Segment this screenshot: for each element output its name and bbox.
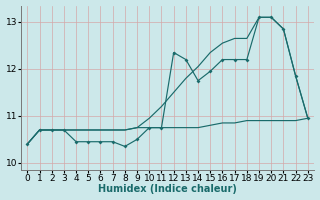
X-axis label: Humidex (Indice chaleur): Humidex (Indice chaleur) bbox=[98, 184, 237, 194]
